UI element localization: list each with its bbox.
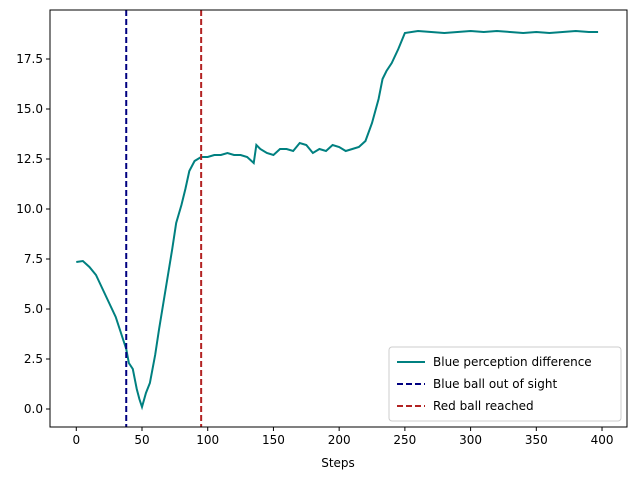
y-tick-label: 5.0 (24, 302, 43, 316)
plot-frame (49, 9, 628, 428)
x-tick-label: 150 (262, 433, 285, 447)
data-line (76, 29, 599, 411)
y-tick-label: 12.5 (16, 152, 43, 166)
y-tick-label: 15.0 (16, 102, 43, 116)
x-tick-label: 250 (393, 433, 416, 447)
y-tick-label: 7.5 (24, 252, 43, 266)
legend-label: Blue perception difference (433, 355, 592, 369)
y-tick-label: 17.5 (16, 52, 43, 66)
x-axis-label: Steps (321, 456, 355, 470)
x-tick-label: 0 (72, 433, 80, 447)
x-tick-label: 350 (525, 433, 548, 447)
y-tick-label: 10.0 (16, 202, 43, 216)
legend-label: Red ball reached (433, 399, 534, 413)
x-tick-label: 400 (591, 433, 614, 447)
y-tick-label: 2.5 (24, 352, 43, 366)
y-tick-label: 0.0 (24, 402, 43, 416)
x-tick-label: 200 (328, 433, 351, 447)
x-tick-label: 100 (196, 433, 219, 447)
y-axis-label: Pixel difference (0, 172, 3, 264)
x-tick-label: 50 (134, 433, 149, 447)
x-tick-label: 300 (459, 433, 482, 447)
legend-box (388, 346, 622, 422)
legend-label: Blue ball out of sight (433, 377, 557, 391)
